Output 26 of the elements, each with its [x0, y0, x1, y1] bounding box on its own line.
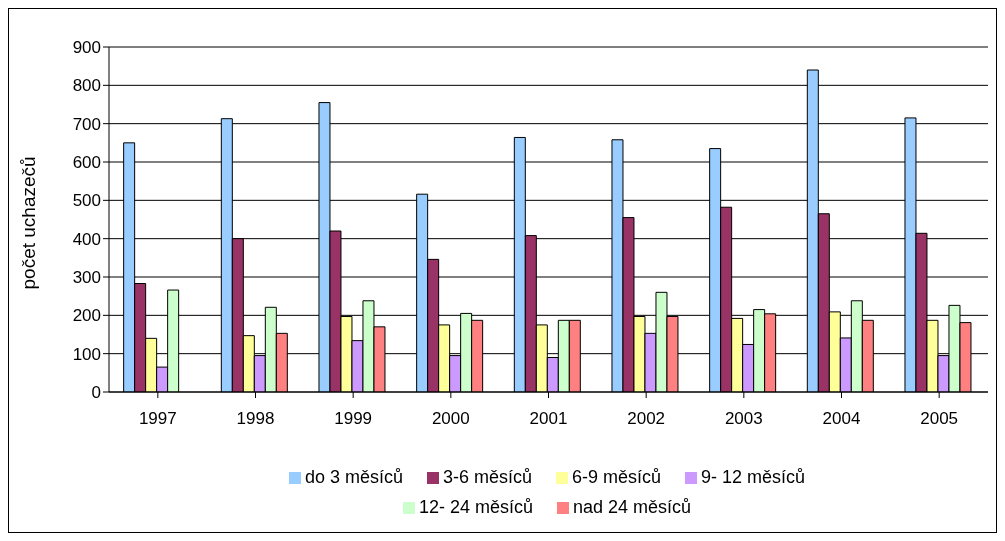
y-tick-label: 100 [72, 344, 101, 364]
y-tick-label: 200 [72, 306, 101, 326]
y-tick-label: 600 [72, 153, 101, 173]
x-tick-label: 2005 [920, 409, 959, 429]
x-tick-label: 1999 [334, 409, 373, 429]
y-tick-label: 500 [72, 191, 101, 211]
legend-label: do 3 měsíců [304, 467, 403, 487]
legend-label: 12- 24 měsíců [418, 497, 533, 517]
legend-label: 6-9 měsíců [572, 467, 662, 487]
y-tick-label: 800 [72, 76, 101, 96]
x-tick-label: 1997 [138, 409, 177, 429]
x-tick-label: 1998 [236, 409, 275, 429]
legend-label: 3-6 měsíců [442, 467, 532, 487]
legend-label: 9- 12 měsíců [701, 467, 806, 487]
x-tick-label: 2002 [627, 409, 666, 429]
x-tick-label: 2001 [529, 409, 568, 429]
y-tick-label: 0 [91, 383, 101, 403]
y-tick-label: 700 [72, 114, 101, 134]
legend-label: nad 24 měsíců [572, 497, 692, 517]
x-tick-label: 2004 [822, 409, 861, 429]
y-tick-label: 900 [72, 38, 101, 58]
x-tick-label: 2003 [724, 409, 763, 429]
y-axis-title: počet uchazečů [17, 156, 39, 290]
x-tick-label: 2000 [431, 409, 470, 429]
y-tick-label: 300 [72, 268, 101, 288]
y-tick-label: 400 [72, 229, 101, 249]
